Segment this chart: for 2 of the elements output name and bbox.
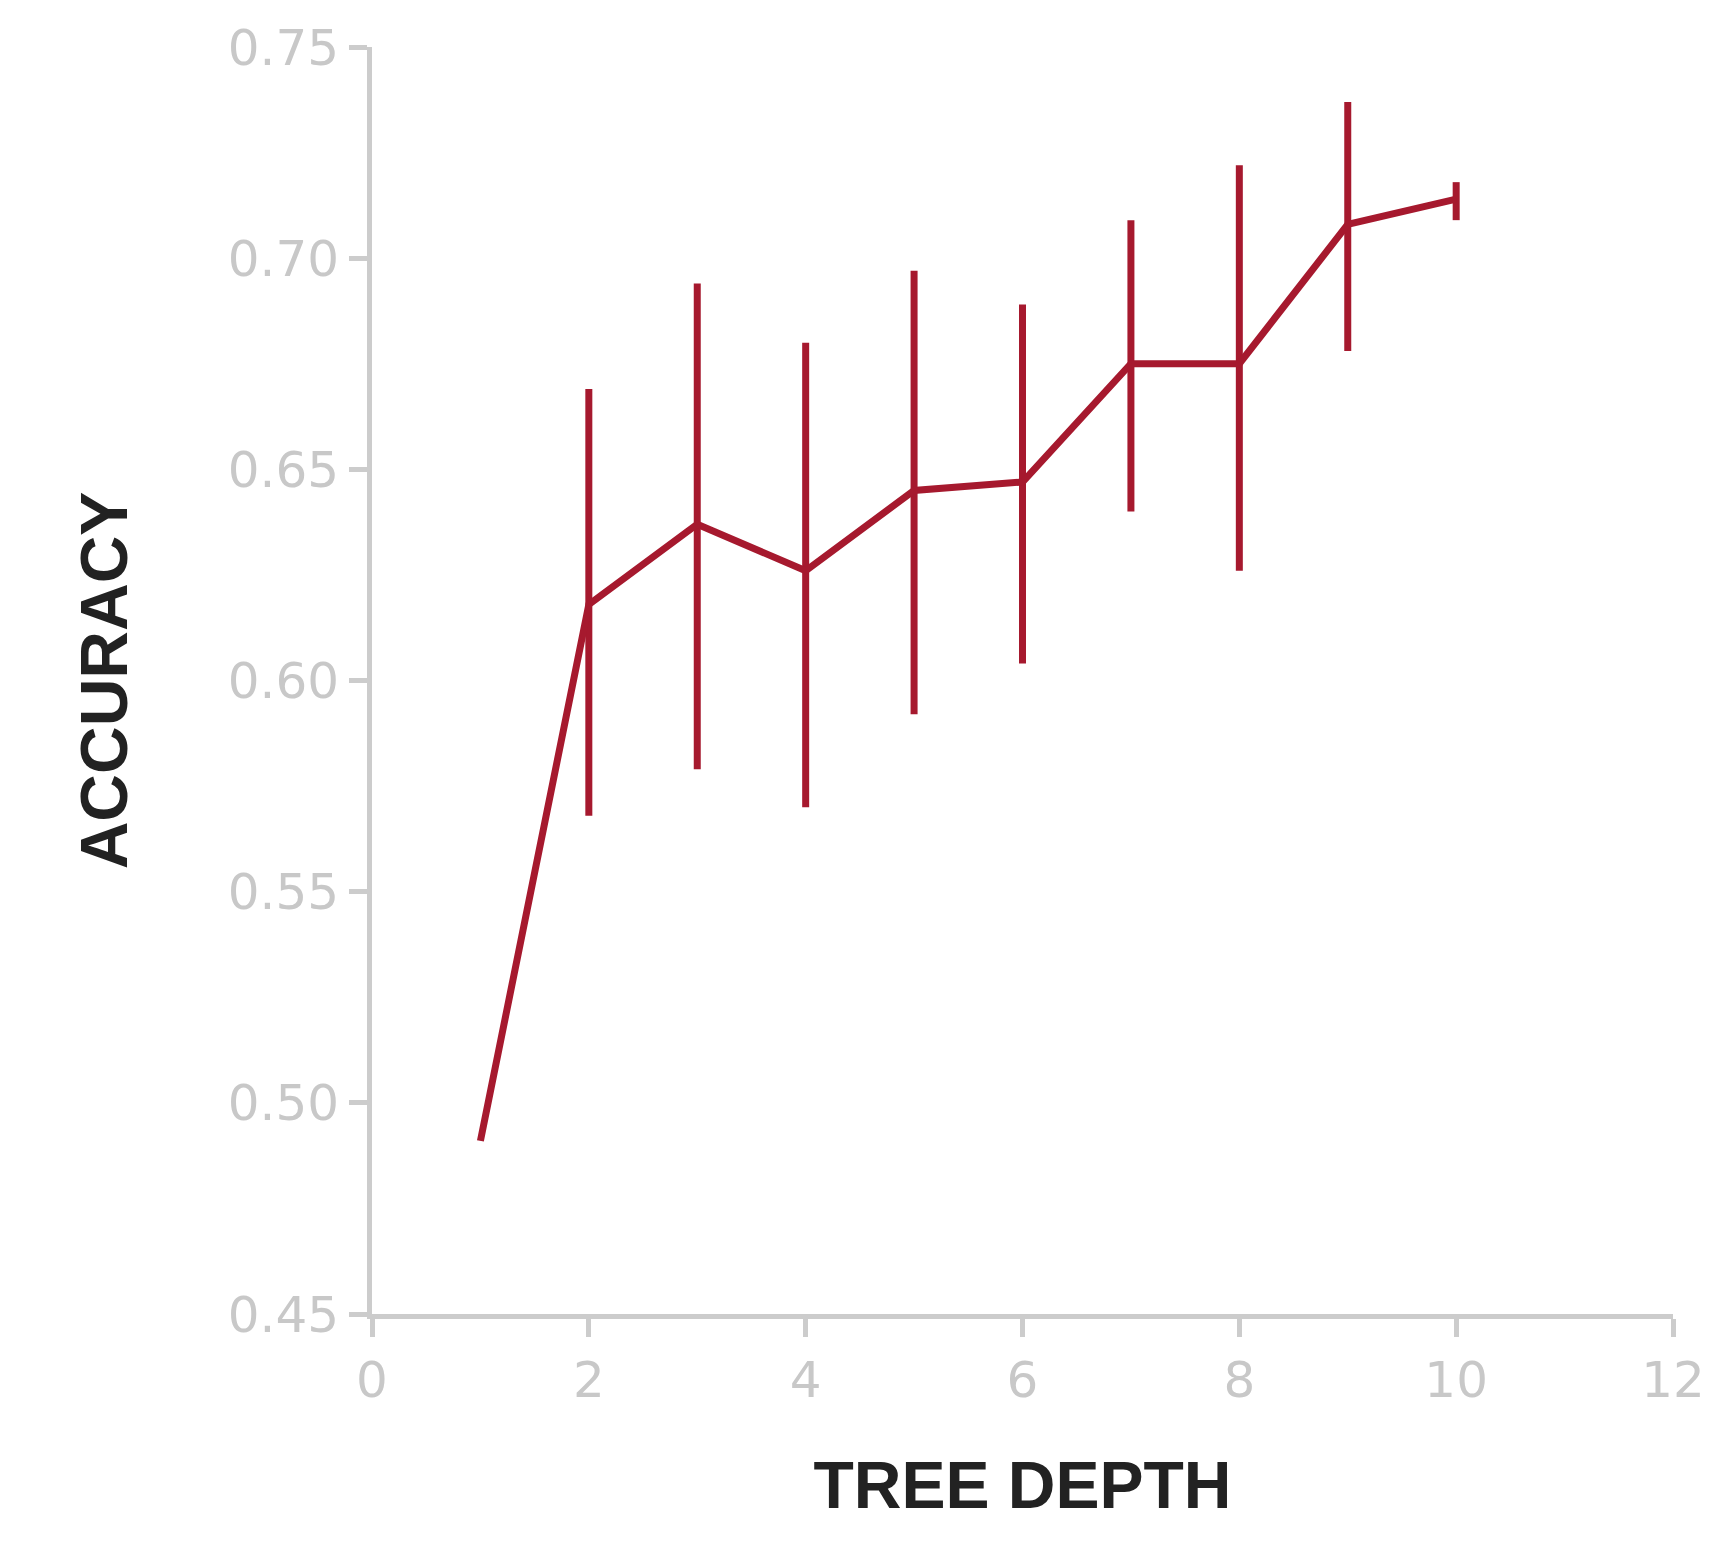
x-axis-title: TREE DEPTH (813, 1447, 1232, 1522)
y-axis-title: ACCURACY (67, 491, 142, 870)
